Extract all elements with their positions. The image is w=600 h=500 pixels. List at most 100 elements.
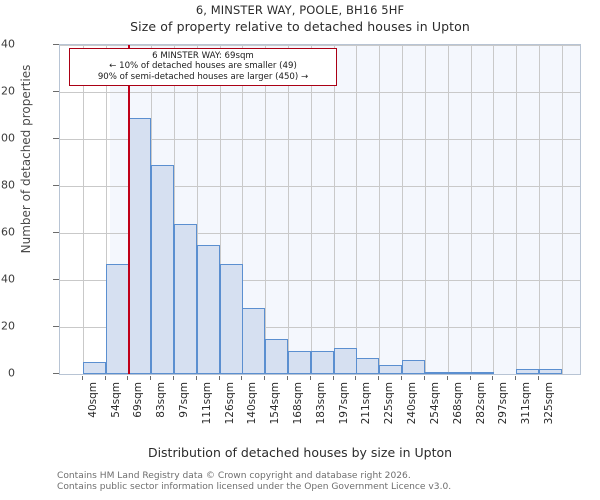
y-axis-tick-mark xyxy=(53,91,59,92)
plot-left-margin-band xyxy=(60,45,110,374)
x-axis-tick-mark xyxy=(447,376,448,380)
annotation-line-2: ← 10% of detached houses are smaller (49… xyxy=(109,61,297,72)
annotation-line-3: 90% of semi-detached houses are larger (… xyxy=(97,71,309,82)
chart-subtitle: Size of property relative to detached ho… xyxy=(130,19,470,34)
x-axis-tick-label: 197sqm xyxy=(338,382,350,425)
bar xyxy=(242,308,265,374)
gridline-vertical xyxy=(197,45,198,374)
gridline-vertical xyxy=(539,45,540,374)
gridline-vertical xyxy=(220,45,221,374)
x-axis-tick-label: 40sqm xyxy=(87,382,99,418)
x-axis-tick-mark xyxy=(173,376,174,380)
x-axis-tick-label: 126sqm xyxy=(224,382,236,425)
bar xyxy=(402,359,425,374)
x-axis-tick-label: 54sqm xyxy=(110,382,122,418)
gridline-horizontal xyxy=(60,45,580,46)
x-axis-tick-label: 268sqm xyxy=(452,382,464,425)
bar xyxy=(311,350,334,374)
x-axis-tick-mark xyxy=(538,376,539,380)
x-axis-tick-mark xyxy=(424,376,425,380)
chart-title-block: 6, MINSTER WAY, POOLE, BH16 5HF Size of … xyxy=(0,3,600,35)
x-axis-tick-label: 111sqm xyxy=(201,382,213,425)
x-axis-tick-label: 311sqm xyxy=(520,382,532,425)
y-axis-tick-label: 0 xyxy=(8,366,15,380)
x-axis-tick-label: 69sqm xyxy=(132,382,144,418)
x-axis-tick-label: 83sqm xyxy=(155,382,167,418)
gridline-horizontal xyxy=(60,92,580,93)
bar xyxy=(356,357,379,374)
gridline-horizontal xyxy=(60,280,580,281)
gridline-vertical xyxy=(174,45,175,374)
y-axis-tick-label: 100 xyxy=(0,131,15,145)
x-axis-tick-mark xyxy=(515,376,516,380)
y-axis-tick-label: 80 xyxy=(1,178,15,192)
x-axis-tick-label: 225sqm xyxy=(383,382,395,425)
x-axis-tick-label: 168sqm xyxy=(292,382,304,425)
x-axis-tick-mark xyxy=(378,376,379,380)
x-axis-tick-label: 240sqm xyxy=(406,382,418,425)
gridline-vertical xyxy=(242,45,243,374)
gridline-vertical xyxy=(356,45,357,374)
bar xyxy=(106,263,129,374)
page-title: 6, MINSTER WAY, POOLE, BH16 5HF xyxy=(195,3,405,17)
x-axis-tick-mark xyxy=(127,376,128,380)
gridline-vertical xyxy=(311,45,312,374)
gridline-vertical xyxy=(471,45,472,374)
y-axis-tick-label: 120 xyxy=(0,84,15,98)
footer-line-1: Contains HM Land Registry data © Crown c… xyxy=(57,471,411,481)
y-axis-tick-label: 60 xyxy=(1,225,15,239)
x-axis-tick-label: 183sqm xyxy=(315,382,327,425)
bar xyxy=(379,364,402,374)
annotation-line-1: 6 MINSTER WAY: 69sqm xyxy=(152,51,254,61)
bar xyxy=(288,350,311,374)
bar xyxy=(516,369,539,374)
gridline-vertical xyxy=(448,45,449,374)
gridline-horizontal xyxy=(60,186,580,187)
gridline-vertical xyxy=(493,45,494,374)
y-axis-tick-mark xyxy=(53,185,59,186)
gridline-vertical xyxy=(83,45,84,374)
bar xyxy=(471,371,494,374)
bar-series xyxy=(60,45,580,374)
x-axis-tick-mark xyxy=(264,376,265,380)
y-axis-tick-mark xyxy=(53,326,59,327)
x-axis-tick-label: 254sqm xyxy=(429,382,441,425)
footer-line-2: Contains public sector information licen… xyxy=(57,482,452,492)
x-axis-tick-mark xyxy=(82,376,83,380)
bar xyxy=(220,263,243,374)
bar xyxy=(128,117,151,374)
gridline-vertical xyxy=(334,45,335,374)
x-axis-tick-label: 154sqm xyxy=(269,382,281,425)
y-axis-tick-label: 140 xyxy=(0,37,15,51)
bar xyxy=(334,348,357,374)
bar xyxy=(151,164,174,374)
x-axis-tick-mark xyxy=(287,376,288,380)
gridline-vertical xyxy=(106,45,107,374)
y-axis-tick-mark xyxy=(53,279,59,280)
gridline-vertical xyxy=(516,45,517,374)
bar xyxy=(83,362,106,374)
gridline-vertical xyxy=(379,45,380,374)
x-axis-tick-mark xyxy=(333,376,334,380)
gridline-vertical xyxy=(425,45,426,374)
x-axis-tick-mark xyxy=(105,376,106,380)
bar xyxy=(425,371,448,374)
x-axis-tick-mark xyxy=(355,376,356,380)
gridline-horizontal xyxy=(60,327,580,328)
x-axis-tick-mark xyxy=(492,376,493,380)
x-axis-tick-mark xyxy=(310,376,311,380)
x-axis-tick-mark xyxy=(241,376,242,380)
bar xyxy=(448,371,471,374)
y-axis-label: Number of detached properties xyxy=(19,64,33,254)
plot-area xyxy=(59,44,581,375)
x-axis-tick-mark xyxy=(401,376,402,380)
y-axis-tick-mark xyxy=(53,373,59,374)
bar xyxy=(174,223,197,374)
bar xyxy=(197,244,220,374)
y-axis-tick-label: 20 xyxy=(1,319,15,333)
y-axis-tick-mark xyxy=(53,138,59,139)
x-axis-tick-mark xyxy=(219,376,220,380)
x-axis-tick-mark xyxy=(470,376,471,380)
footer-attribution: Contains HM Land Registry data © Crown c… xyxy=(57,471,597,493)
